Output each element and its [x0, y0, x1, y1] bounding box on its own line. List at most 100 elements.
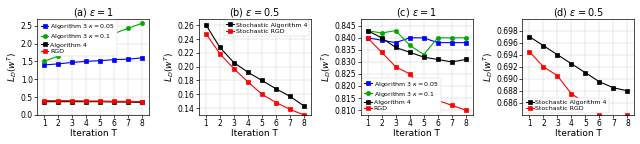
Algorithm 4: [406, 51, 413, 53]
Stochastic Algorithm 4: [300, 105, 308, 107]
RGD: [462, 109, 470, 111]
Algorithm 4: [124, 101, 132, 103]
Stochastic Algorithm 4: [272, 88, 280, 90]
X-axis label: Iteration T: Iteration T: [555, 129, 602, 138]
Y-axis label: $L_D(w^T)$: $L_D(w^T)$: [6, 52, 19, 82]
Legend: Stochastic Algorithm 4, Stochastic RGD: Stochastic Algorithm 4, Stochastic RGD: [524, 98, 609, 113]
Algorithm 3 $\kappa = 0.05$: [392, 42, 399, 43]
Algorithm 3 $\kappa = 0.05$: [40, 64, 48, 66]
Line: Algorithm 4: Algorithm 4: [365, 29, 468, 64]
Stochastic Algorithm 4: [609, 87, 617, 89]
Algorithm 3 $\kappa = 0.05$: [364, 37, 371, 39]
Algorithm 4: [420, 56, 428, 58]
RGD: [434, 100, 442, 101]
Legend: Algorithm 3 $\kappa = 0.05$, Algorithm 3 $\kappa = 0.1$, Algorithm 4, RGD: Algorithm 3 $\kappa = 0.05$, Algorithm 3…: [362, 78, 441, 113]
RGD: [448, 104, 456, 106]
Algorithm 3 $\kappa = 0.1$: [40, 60, 48, 62]
Y-axis label: $L_D(w^T)$: $L_D(w^T)$: [481, 52, 495, 82]
RGD: [392, 66, 399, 68]
RGD: [110, 101, 118, 102]
Algorithm 3 $\kappa = 0.1$: [462, 37, 470, 39]
Stochastic RGD: [272, 102, 280, 103]
Stochastic RGD: [202, 33, 210, 35]
Algorithm 3 $\kappa = 0.1$: [378, 32, 385, 34]
Stochastic RGD: [258, 93, 266, 95]
Y-axis label: $L_D(w^T)$: $L_D(w^T)$: [163, 52, 177, 82]
Stochastic RGD: [623, 114, 631, 116]
X-axis label: Iteration T: Iteration T: [232, 129, 278, 138]
Algorithm 3 $\kappa = 0.05$: [110, 59, 118, 60]
Stochastic Algorithm 4: [244, 71, 252, 73]
Stochastic Algorithm 4: [258, 80, 266, 81]
Stochastic Algorithm 4: [596, 81, 604, 83]
Algorithm 4: [40, 101, 48, 103]
Line: Algorithm 3 $\kappa = 0.05$: Algorithm 3 $\kappa = 0.05$: [42, 56, 144, 67]
Stochastic RGD: [609, 117, 617, 119]
Algorithm 4: [138, 102, 146, 103]
Stochastic Algorithm 4: [540, 45, 547, 47]
Stochastic Algorithm 4: [202, 24, 210, 26]
Title: (a) $\epsilon = 1$: (a) $\epsilon = 1$: [72, 6, 114, 19]
Algorithm 4: [97, 101, 104, 103]
Algorithm 3 $\kappa = 0.1$: [392, 30, 399, 31]
RGD: [68, 100, 76, 102]
Stochastic Algorithm 4: [582, 72, 589, 74]
Stochastic RGD: [216, 53, 224, 55]
Algorithm 3 $\kappa = 0.05$: [420, 37, 428, 39]
Line: Algorithm 3 $\kappa = 0.05$: Algorithm 3 $\kappa = 0.05$: [365, 36, 468, 45]
Title: (b) $\epsilon = 0.5$: (b) $\epsilon = 0.5$: [230, 6, 280, 19]
Algorithm 3 $\kappa = 0.1$: [406, 44, 413, 46]
Line: RGD: RGD: [42, 98, 144, 104]
Algorithm 3 $\kappa = 0.05$: [406, 37, 413, 39]
Line: Stochastic RGD: Stochastic RGD: [527, 50, 630, 120]
RGD: [378, 51, 385, 53]
Stochastic Algorithm 4: [554, 54, 561, 56]
Stochastic Algorithm 4: [525, 36, 533, 37]
Algorithm 3 $\kappa = 0.1$: [448, 37, 456, 39]
Line: Algorithm 3 $\kappa = 0.1$: Algorithm 3 $\kappa = 0.1$: [42, 21, 144, 64]
Legend: Stochastic Algorithm 4, Stochastic RGD: Stochastic Algorithm 4, Stochastic RGD: [225, 20, 309, 36]
RGD: [54, 100, 62, 102]
Stochastic Algorithm 4: [623, 90, 631, 92]
Algorithm 3 $\kappa = 0.1$: [364, 30, 371, 31]
Algorithm 3 $\kappa = 0.05$: [434, 42, 442, 43]
Stochastic RGD: [286, 109, 294, 110]
Algorithm 3 $\kappa = 0.05$: [448, 42, 456, 43]
X-axis label: Iteration T: Iteration T: [70, 129, 116, 138]
Title: (c) $\epsilon = 1$: (c) $\epsilon = 1$: [396, 6, 437, 19]
Line: RGD: RGD: [365, 36, 468, 112]
Stochastic Algorithm 4: [286, 95, 294, 97]
Legend: Algorithm 3 $\kappa = 0.05$, Algorithm 3 $\kappa = 0.1$, Algorithm 4, RGD: Algorithm 3 $\kappa = 0.05$, Algorithm 3…: [39, 20, 117, 56]
Algorithm 4: [83, 101, 90, 103]
RGD: [138, 101, 146, 103]
Algorithm 3 $\kappa = 0.1$: [434, 37, 442, 39]
Algorithm 4: [364, 30, 371, 31]
Stochastic RGD: [568, 93, 575, 95]
Algorithm 3 $\kappa = 0.1$: [68, 49, 76, 51]
Algorithm 4: [448, 61, 456, 63]
Algorithm 3 $\kappa = 0.05$: [462, 42, 470, 43]
Line: Stochastic Algorithm 4: Stochastic Algorithm 4: [527, 35, 630, 93]
Line: Algorithm 3 $\kappa = 0.1$: Algorithm 3 $\kappa = 0.1$: [365, 29, 468, 57]
Algorithm 4: [378, 37, 385, 39]
Stochastic RGD: [230, 68, 237, 70]
Stochastic Algorithm 4: [230, 62, 237, 64]
Stochastic Algorithm 4: [216, 47, 224, 48]
Algorithm 4: [54, 101, 62, 103]
Algorithm 4: [434, 59, 442, 60]
Stochastic RGD: [244, 81, 252, 83]
Algorithm 3 $\kappa = 0.05$: [68, 62, 76, 63]
Algorithm 3 $\kappa = 0.05$: [83, 60, 90, 62]
RGD: [83, 100, 90, 102]
Algorithm 4: [110, 101, 118, 103]
Algorithm 3 $\kappa = 0.05$: [138, 57, 146, 59]
Algorithm 4: [68, 101, 76, 103]
RGD: [97, 100, 104, 102]
Algorithm 3 $\kappa = 0.1$: [54, 55, 62, 57]
Title: (d) $\epsilon = 0.5$: (d) $\epsilon = 0.5$: [553, 6, 604, 19]
Algorithm 3 $\kappa = 0.1$: [110, 33, 118, 34]
Stochastic RGD: [540, 66, 547, 68]
Line: Stochastic RGD: Stochastic RGD: [204, 32, 306, 117]
Stochastic RGD: [300, 114, 308, 116]
Algorithm 3 $\kappa = 0.05$: [378, 39, 385, 41]
